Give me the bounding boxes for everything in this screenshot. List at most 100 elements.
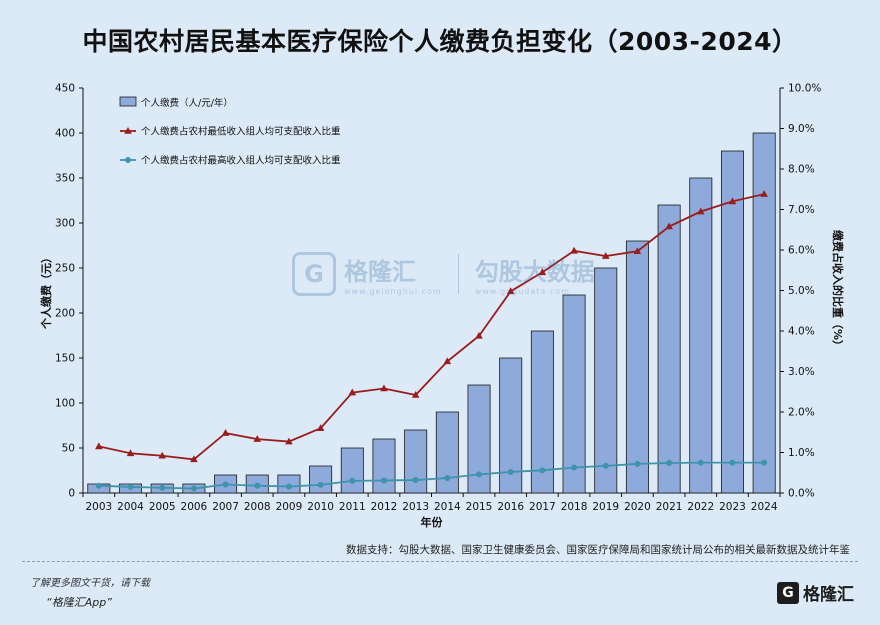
bar: [720, 150, 744, 494]
y-axis-label: 个人缴费（元）: [39, 252, 53, 330]
x-axis-label: 年份: [421, 515, 444, 529]
x-tick-label: 2008: [244, 501, 271, 513]
bar: [657, 204, 681, 494]
x-tick-label: 2009: [276, 501, 303, 513]
bar: [404, 429, 428, 494]
y2-tick-label: 6.0%: [788, 245, 815, 257]
axes: 0 50 100 150 200 250 300 350 400 450 0.0% 1.0% 2.0% 3…: [39, 83, 845, 530]
y2-tick-label: 8.0%: [788, 164, 815, 176]
x-tick-label: 2007: [212, 501, 239, 513]
high-income-point: [317, 481, 324, 488]
y2-tick-label: 2.0%: [788, 407, 815, 419]
low-income-point: [190, 455, 198, 463]
x-tick-label: 2014: [434, 501, 461, 513]
legend-low-label: 个人缴费占农村最低收入组人均可支配收入比重: [141, 126, 341, 138]
high-income-point: [444, 475, 451, 482]
low-income-point: [221, 429, 230, 436]
x-tick-label: 2003: [85, 501, 112, 513]
high-income-point: [602, 462, 609, 469]
lines: [95, 190, 768, 492]
x-tick-label: 2021: [656, 501, 683, 513]
low-income-point: [285, 437, 293, 445]
x-tick-label: 2013: [402, 501, 429, 513]
low-income-point: [570, 246, 578, 254]
low-income-point: [601, 252, 610, 259]
high-income-series-line: [98, 461, 765, 490]
low-income-point: [253, 435, 262, 442]
high-income-point: [95, 482, 102, 489]
bar: [594, 267, 618, 494]
low-income-point: [506, 287, 515, 295]
legend-low-marker: [124, 127, 132, 134]
high-income-point: [190, 485, 197, 492]
high-income-point: [380, 477, 387, 484]
watermark-brand2-url: www.gogudata.com: [474, 287, 570, 296]
footer-logo: G 格隆汇: [777, 580, 854, 605]
x-tick-label: 2017: [529, 501, 556, 513]
low-income-point: [633, 247, 642, 255]
low-income-point: [316, 424, 325, 431]
legend: 个人缴费（人/元/年） 个人缴费占农村最低收入组人均可支配收入比重个人缴费占农村最…: [119, 96, 341, 167]
low-income-point: [158, 451, 167, 459]
watermark-brand1-url: www.gelonghui.com: [344, 287, 442, 296]
high-income-point: [697, 459, 704, 466]
bar: [340, 447, 364, 494]
watermark-logo-icon: G: [292, 252, 336, 296]
bar: [467, 384, 491, 494]
bars: [87, 132, 776, 494]
low-income-point: [380, 384, 388, 392]
low-income-point: [728, 197, 737, 205]
watermark-brand2: 勾股大数据: [474, 258, 595, 286]
low-income-point: [348, 388, 357, 396]
data-source: 数据支持：勾股大数据、国家卫生健康委员会、国家医疗保障局和国家统计局公布的相关最…: [346, 544, 850, 556]
y2-tick-label: 1.0%: [788, 447, 815, 459]
y2-tick-label: 9.0%: [788, 123, 815, 135]
high-income-point: [507, 468, 514, 475]
y2-tick-label: 5.0%: [788, 285, 815, 297]
high-income-point: [222, 481, 229, 488]
bar: [625, 240, 649, 494]
legend-high-label: 个人缴费占农村最高收入组人均可支配收入比重: [141, 155, 341, 167]
logo-icon: G: [777, 581, 799, 604]
watermark-brand1: 格隆汇: [344, 258, 416, 286]
low-income-point: [411, 390, 420, 398]
high-income-point: [476, 471, 483, 478]
y-tick-label: 150: [55, 353, 75, 365]
high-income-point: [539, 467, 546, 474]
low-income-point: [665, 222, 673, 230]
footer-divider: [22, 561, 858, 562]
y-tick-label: 400: [55, 128, 75, 140]
high-income-point: [254, 482, 261, 489]
logo-text: 格隆汇: [803, 585, 854, 605]
low-income-point: [760, 190, 768, 197]
x-tick-label: 2020: [624, 501, 651, 513]
y-tick-label: 250: [55, 263, 75, 275]
high-income-point: [412, 477, 419, 484]
y2-axis-label: 缴费占收入的比重（%）: [831, 230, 845, 351]
low-income-point: [696, 207, 705, 215]
bar: [752, 132, 776, 494]
high-income-point: [285, 483, 292, 490]
x-tick-label: 2005: [149, 501, 176, 513]
watermark: G 格隆汇 www.gelonghui.com 勾股大数据 www.goguda…: [292, 252, 595, 296]
x-tick-label: 2018: [561, 501, 588, 513]
x-tick-label: 2022: [687, 501, 714, 513]
bar: [562, 294, 586, 494]
high-income-point: [761, 459, 768, 466]
bar: [309, 465, 333, 494]
x-tick-label: 2024: [751, 501, 778, 513]
bar: [530, 330, 554, 494]
y2-tick-label: 10.0%: [788, 83, 821, 95]
y-tick-label: 350: [55, 173, 75, 185]
x-tick-label: 2006: [181, 501, 208, 513]
y2-tick-label: 4.0%: [788, 326, 815, 338]
x-tick-label: 2012: [371, 501, 398, 513]
footer-app-name: “格隆汇App”: [46, 596, 112, 609]
bar: [689, 177, 713, 494]
legend-bar-swatch: [119, 96, 137, 107]
high-income-point: [729, 459, 736, 466]
legend-high-marker: [125, 157, 131, 163]
y-tick-label: 50: [62, 443, 75, 455]
x-tick-label: 2010: [307, 501, 334, 513]
low-income-point: [443, 357, 452, 365]
